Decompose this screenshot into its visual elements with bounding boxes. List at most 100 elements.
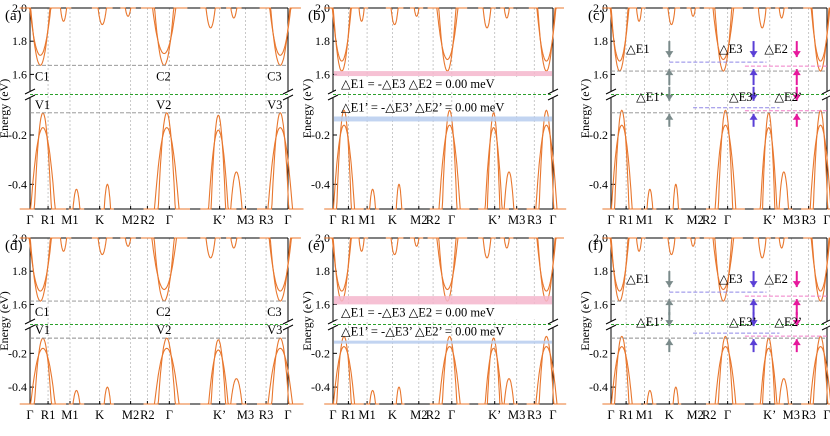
valence-band: [200, 349, 237, 405]
valence-band: [500, 378, 518, 405]
k-tick-label: Γ: [448, 213, 455, 227]
valence-band: [143, 347, 190, 405]
splitting-arrowhead: [665, 320, 674, 327]
panel-d: (d)Energy (eV)2.01.81.6-0.2-0.4Γ R1 M1 K M2 R…: [0, 231, 304, 422]
conduction-band: [120, 7, 136, 17]
band-curves: [602, 7, 830, 210]
panel-label: (c): [588, 8, 605, 24]
conduction-band: [264, 237, 296, 302]
splitting-arrowhead: [749, 281, 758, 288]
k-tick-label: Γ: [329, 213, 336, 227]
panel-e: (e)Energy (eV)2.01.81.6-0.2-0.4Γ R1 M1 K M2R…: [300, 231, 567, 422]
conduction-splitting-label: △E1: [626, 272, 650, 286]
valence-band: [602, 124, 642, 210]
panel-label: (f): [588, 238, 603, 254]
k-tick-label: R1: [41, 213, 56, 227]
k-tick-label: K: [665, 213, 674, 227]
y-tick-label: 2.0: [315, 1, 330, 15]
band-curves: [324, 237, 567, 405]
splitting-arrowhead: [665, 339, 674, 346]
k-tick-label: K: [95, 408, 104, 422]
y-tick-label: 1.6: [315, 297, 330, 311]
k-tick-label: Γ: [284, 408, 291, 422]
text-background: [336, 77, 550, 92]
valence-band: [478, 347, 509, 405]
y-tick-label: 1.6: [593, 67, 608, 81]
valence-band: [264, 112, 296, 210]
conduction-min-label: C2: [156, 69, 171, 83]
axis-break-mark: [605, 324, 617, 331]
splitting-arrowhead: [792, 299, 801, 306]
k-tick-label: M2: [687, 408, 704, 422]
conduction-band: [632, 237, 646, 252]
conduction-band: [355, 7, 369, 22]
k-tick-label: Γ: [26, 408, 33, 422]
valence-splitting-label: △E3’: [729, 315, 757, 329]
splitting-arrowhead: [665, 281, 674, 288]
k-tick-label: R3: [259, 213, 274, 227]
y-tick-label: 2.0: [12, 1, 27, 15]
k-tick-label: Γ: [549, 408, 556, 422]
conduction-splitting-band: [334, 296, 552, 305]
k-tick-label: R1: [341, 408, 356, 422]
axis-break-mark: [547, 94, 559, 101]
y-tick-label: -0.2: [589, 346, 608, 360]
conduction-min-label: C3: [267, 69, 282, 83]
valence-band: [436, 335, 463, 405]
valence-band: [526, 346, 567, 405]
k-tick-label: M3: [508, 213, 525, 227]
splitting-arrowhead: [665, 69, 674, 76]
valence-band: [526, 124, 567, 210]
k-tick-label: Γ: [26, 213, 33, 227]
conduction-band: [775, 237, 789, 249]
y-tick-label: 2.0: [12, 231, 27, 245]
valence-band: [366, 389, 380, 405]
conduction-band: [427, 237, 468, 291]
k-tick-label: M1: [358, 213, 375, 227]
panel-a: (a)Energy (eV)2.01.81.6-0.2-0.4Γ R1 M1 K M2 R…: [0, 1, 304, 227]
valence-band: [226, 378, 247, 405]
k-tick-label: R2: [702, 408, 717, 422]
conduction-band: [528, 237, 564, 292]
valence-band: [801, 124, 830, 210]
conduction-band: [226, 7, 242, 19]
valence-band: [500, 171, 518, 210]
k-tick-label: M2: [410, 213, 427, 227]
k-tick-label: Γ: [607, 408, 614, 422]
splitting-arrowhead: [665, 94, 674, 101]
band-curves: [19, 237, 304, 405]
valence-band: [330, 109, 358, 210]
conduction-band: [753, 237, 771, 259]
axis-break-mark: [24, 318, 36, 325]
valence-max-label: V1: [35, 323, 50, 337]
k-tick-label: Γ: [329, 408, 336, 422]
k-tick-label: M2: [410, 408, 427, 422]
axis-break-mark: [327, 94, 339, 101]
k-tick-label: R3: [259, 408, 274, 422]
conduction-band: [710, 237, 737, 302]
y-tick-label: -0.4: [589, 177, 608, 191]
k-tick-label: M3: [237, 213, 254, 227]
axis-break-mark: [282, 88, 294, 95]
k-tick-label: K: [388, 213, 397, 227]
axis-break-mark: [547, 88, 559, 95]
valence-band: [753, 126, 784, 210]
splitting-arrowhead: [792, 51, 801, 58]
conduction-band: [703, 7, 743, 61]
axis-break-mark: [282, 94, 294, 101]
valence-band: [151, 337, 183, 405]
conduction-band: [500, 7, 514, 19]
conduction-band: [264, 7, 296, 66]
y-tick-label: -0.2: [8, 128, 27, 142]
conduction-band: [662, 7, 681, 26]
axis-break-mark: [327, 318, 339, 325]
y-axis-label: Energy (eV): [300, 291, 314, 350]
k-tick-label: Γ: [166, 213, 173, 227]
y-axis-label: Energy (eV): [0, 291, 11, 350]
k-tick-label: R1: [619, 213, 634, 227]
valence-band: [608, 109, 635, 210]
conduction-band: [385, 237, 404, 256]
valence-band: [68, 188, 85, 210]
k-tick-label: R2: [140, 408, 155, 422]
k-tick-label: R3: [801, 408, 816, 422]
